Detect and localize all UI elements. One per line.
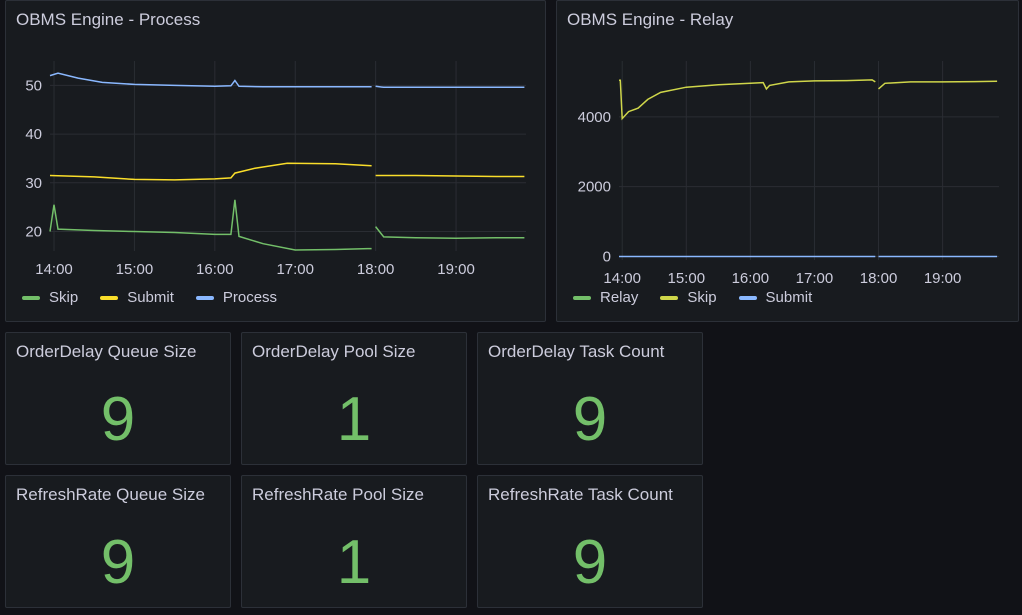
series-line-skip [619,79,876,121]
legend-swatch [738,295,757,300]
legend-label: Skip [687,289,717,306]
series-line-process [49,72,372,88]
legend-item-skip[interactable]: Skip [22,289,78,306]
stat-panel-orderdelay-queue-size[interactable]: OrderDelay Queue Size 9 [5,332,231,465]
legend-item-relay[interactable]: Relay [573,289,638,306]
x-tick-label: 16:00 [196,261,234,278]
x-tick-label: 18:00 [860,270,898,287]
stat-value: 9 [100,528,136,597]
process-panel[interactable]: OBMS Engine - Process 14:00 15:00 16:00 17:… [5,0,546,322]
y-tick-label: 50 [25,77,42,94]
x-tick-label: 18:00 [357,261,395,278]
legend-label: Process [222,289,278,306]
x-tick-label: 16:00 [732,270,770,287]
legend-item-process[interactable]: Process [195,289,278,306]
legend-item-submit[interactable]: Submit [100,289,174,306]
series-line-skip [49,199,372,251]
stat-value: 1 [336,385,372,454]
process-legend: Skip Submit Process [22,289,277,306]
x-tick-label: 17:00 [276,261,314,278]
x-tick-label: 14:00 [35,261,73,278]
legend-swatch [573,295,591,300]
panel-title[interactable]: RefreshRate Queue Size [16,485,205,504]
legend-swatch [660,295,679,300]
stat-value: 9 [100,385,136,454]
stat-panel-refreshrate-queue-size[interactable]: RefreshRate Queue Size 9 [5,475,231,608]
y-tick-label: 2000 [578,179,611,196]
y-tick-label: 30 [25,175,42,192]
x-tick-label: 19:00 [924,270,962,287]
panel-title[interactable]: OrderDelay Task Count [488,342,665,361]
process-chart: 14:00 15:00 16:00 17:00 18:00 19:00 20 30 40 50 [25,61,526,278]
stat-panel-orderdelay-task-count[interactable]: OrderDelay Task Count 9 [477,332,703,465]
series-line-submit [375,174,525,178]
x-tick-label: 14:00 [603,270,641,287]
legend-label: Submit [765,289,813,306]
stat-value: 9 [572,385,608,454]
legend-label: Submit [127,289,174,306]
legend-item-skip[interactable]: Skip [660,289,717,306]
panel-title[interactable]: RefreshRate Pool Size [252,485,424,504]
x-tick-label: 19:00 [437,261,475,278]
legend-label: Skip [49,289,79,306]
panel-title[interactable]: RefreshRate Task Count [488,485,673,504]
y-tick-label: 40 [25,126,42,143]
y-tick-label: 4000 [578,109,611,126]
x-tick-label: 15:00 [668,270,706,287]
relay-chart: 14:00 15:00 16:00 17:00 18:00 19:00 0 2000 4000 [578,61,999,287]
stat-value: 1 [336,528,372,597]
stat-panel-refreshrate-pool-size[interactable]: RefreshRate Pool Size 1 [241,475,467,608]
series-line-submit [49,162,372,181]
y-tick-label: 0 [603,249,611,266]
legend-swatch [22,295,40,300]
x-tick-label: 17:00 [796,270,834,287]
relay-legend: Relay Skip Submit [573,289,812,306]
legend-item-submit[interactable]: Submit [738,289,813,306]
stat-value: 9 [572,528,608,597]
relay-panel[interactable]: OBMS Engine - Relay 14:00 15:00 16:00 17:00… [556,0,1019,322]
legend-swatch [195,295,214,300]
series-line-skip [878,80,998,90]
legend-swatch [100,295,119,300]
panel-title[interactable]: OBMS Engine - Process [16,10,201,29]
legend-label: Relay [600,289,639,306]
series-line-process [375,85,525,89]
series-line-skip [375,226,525,240]
stat-panel-refreshrate-task-count[interactable]: RefreshRate Task Count 9 [477,475,703,608]
panel-title[interactable]: OrderDelay Queue Size [16,342,197,361]
panel-title[interactable]: OrderDelay Pool Size [252,342,416,361]
y-tick-label: 20 [25,224,42,241]
x-tick-label: 15:00 [116,261,154,278]
panel-title[interactable]: OBMS Engine - Relay [567,10,734,29]
stat-panel-orderdelay-pool-size[interactable]: OrderDelay Pool Size 1 [241,332,467,465]
